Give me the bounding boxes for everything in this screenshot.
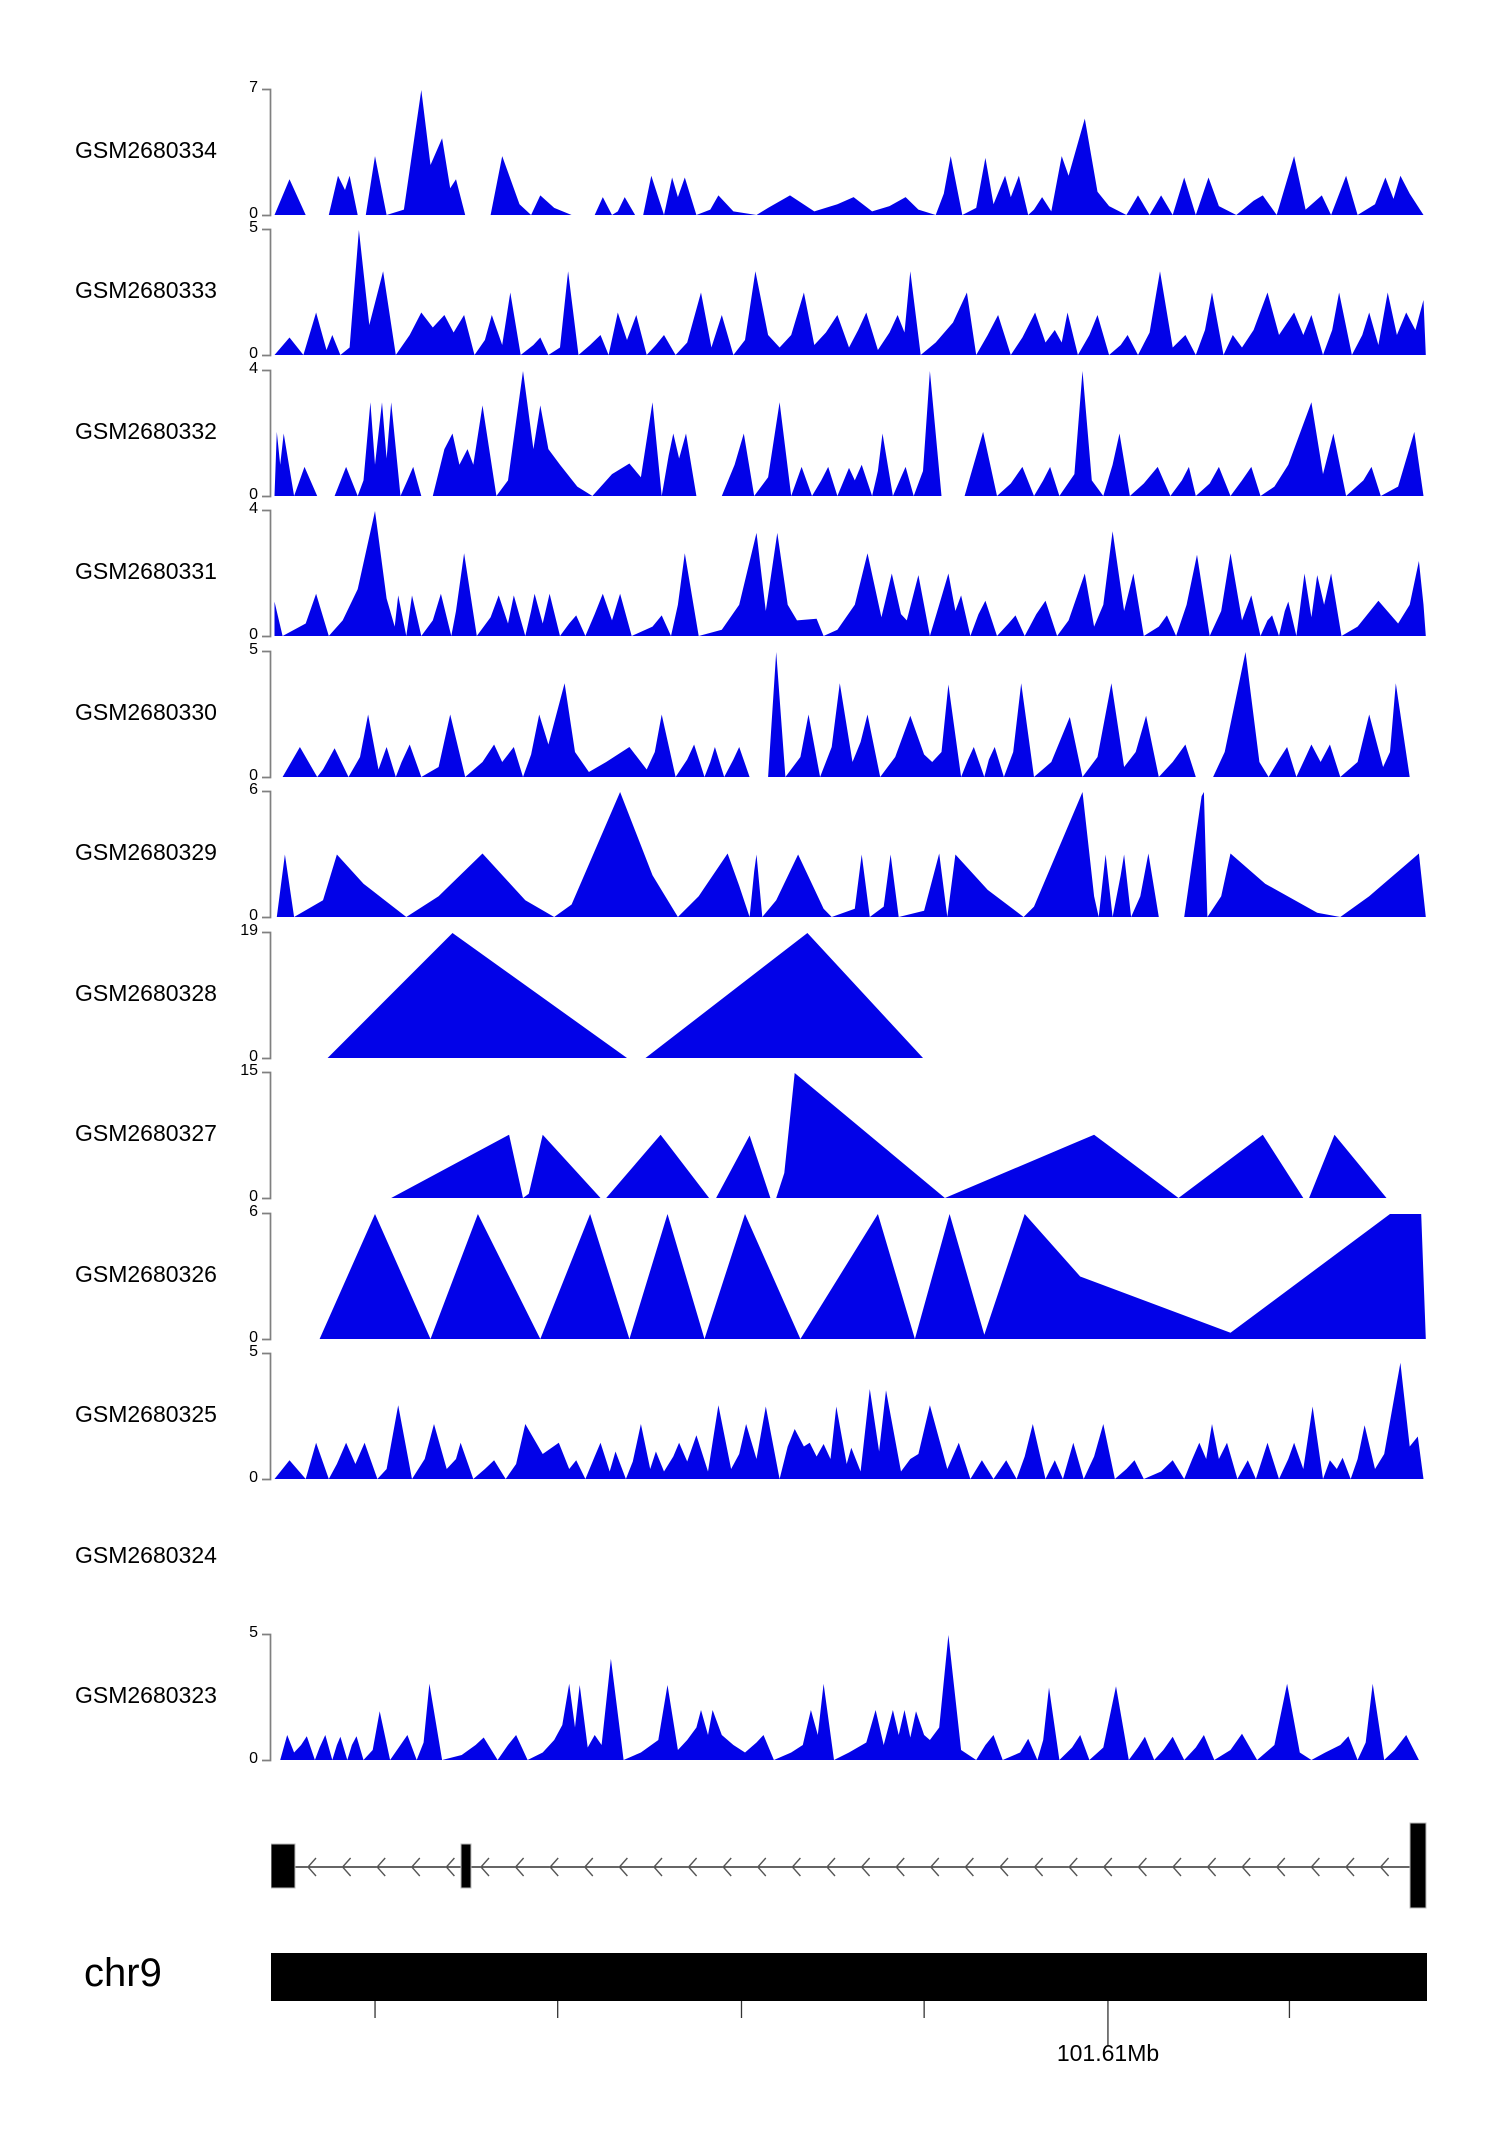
y-axis-zero-label: 0 [249, 1469, 258, 1486]
strand-arrow-icon [860, 1857, 871, 1877]
strand-arrow-icon [756, 1857, 767, 1877]
y-axis-bracket [262, 1212, 272, 1341]
strand-arrow-icon [514, 1857, 525, 1877]
y-axis-bracket [262, 509, 272, 638]
y-axis-zero-label: 0 [249, 205, 258, 222]
strand-arrow-icon [1206, 1857, 1217, 1877]
strand-arrow-icon [583, 1857, 594, 1877]
strand-arrow-icon [791, 1857, 801, 1877]
strand-arrow-icon [722, 1857, 732, 1877]
y-axis-zero-label: 0 [249, 1329, 258, 1346]
track-label-GSM2680333: GSM2680333 [75, 277, 217, 303]
exon-box [1409, 1822, 1427, 1909]
y-axis-max-label: 4 [249, 500, 258, 517]
y-axis-bracket [262, 931, 272, 1060]
genome-axis-label: 101.61Mb [1056, 2040, 1160, 2066]
chromosome-label: chr9 [84, 1951, 162, 1995]
y-axis-max-label: 5 [249, 219, 258, 236]
chromosome-bar [271, 1953, 1427, 2001]
coverage-area-GSM2680331 [274, 511, 1426, 636]
track-label-GSM2680328: GSM2680328 [75, 980, 217, 1006]
track-label-GSM2680330: GSM2680330 [75, 699, 217, 725]
coverage-area-GSM2680329 [276, 792, 1426, 917]
coverage-area-GSM2680333 [274, 230, 1426, 355]
y-axis-bracket [262, 790, 272, 919]
genome-axis-ticks [374, 2001, 1291, 2045]
y-axis-max-label: 5 [249, 641, 258, 658]
track-label-GSM2680324: GSM2680324 [75, 1542, 217, 1568]
strand-arrow-icon [929, 1857, 940, 1877]
strand-arrow-icon [549, 1857, 559, 1877]
strand-arrow-icon [376, 1857, 386, 1877]
strand-arrow-icon [618, 1857, 628, 1877]
strand-arrow-icon [1033, 1857, 1044, 1877]
coverage-area-GSM2680326 [319, 1214, 1426, 1339]
exon-box [271, 1843, 296, 1889]
strand-arrow-icon [1102, 1857, 1113, 1877]
strand-arrow-icon [480, 1857, 490, 1877]
y-axis-zero-label: 0 [249, 1750, 258, 1767]
y-axis-bracket [262, 369, 272, 498]
strand-arrow-icon [410, 1857, 421, 1877]
y-axis-max-label: 6 [249, 781, 258, 798]
coverage-area-GSM2680323 [280, 1635, 1419, 1760]
track-label-GSM2680331: GSM2680331 [75, 558, 217, 584]
strand-arrow-icon [1379, 1857, 1390, 1877]
y-axis-zero-label: 0 [249, 345, 258, 362]
strand-arrow-icon [1172, 1857, 1182, 1877]
coverage-area-GSM2680325 [274, 1362, 1424, 1479]
track-label-GSM2680327: GSM2680327 [75, 1120, 217, 1146]
strand-arrow-icon [687, 1857, 698, 1877]
strand-arrow-icon [1275, 1857, 1286, 1877]
y-axis-bracket [262, 228, 272, 357]
strand-arrow-icon [1068, 1857, 1078, 1877]
y-axis-zero-label: 0 [249, 1188, 258, 1205]
strand-arrow-icon [1241, 1857, 1251, 1877]
gene-model [271, 1822, 1427, 1909]
y-axis-max-label: 7 [249, 79, 258, 96]
strand-arrow-icon [999, 1857, 1009, 1877]
track-label-GSM2680334: GSM2680334 [75, 137, 217, 163]
strand-arrow-icon [1310, 1857, 1320, 1877]
coverage-area-GSM2680330 [282, 652, 1424, 777]
strand-arrow-icon [1345, 1857, 1355, 1877]
coverage-area-GSM2680332 [274, 371, 1424, 496]
track-label-GSM2680323: GSM2680323 [75, 1682, 217, 1708]
y-axis-zero-label: 0 [249, 486, 258, 503]
y-axis-max-label: 19 [240, 922, 258, 939]
strand-arrow-icon [445, 1857, 455, 1877]
exon-box [460, 1843, 472, 1889]
y-axis-max-label: 4 [249, 360, 258, 377]
strand-arrow-icon [341, 1857, 352, 1877]
coverage-area-GSM2680327 [391, 1073, 1387, 1198]
y-axis-zero-label: 0 [249, 1048, 258, 1065]
track-label-GSM2680326: GSM2680326 [75, 1261, 217, 1287]
coverage-area-GSM2680328 [327, 933, 924, 1058]
y-axis-max-label: 15 [240, 1062, 258, 1079]
y-axis-max-label: 6 [249, 1203, 258, 1220]
strand-arrow-icon [307, 1857, 317, 1877]
y-axis-max-label: 5 [249, 1624, 258, 1641]
track-label-GSM2680329: GSM2680329 [75, 839, 217, 865]
y-axis-bracket [262, 1352, 272, 1481]
strand-arrow-icon [1137, 1857, 1147, 1877]
strand-arrow-icon [895, 1857, 905, 1877]
strand-arrow-icon [653, 1857, 663, 1877]
y-axis-max-label: 5 [249, 1343, 258, 1360]
track-label-GSM2680325: GSM2680325 [75, 1401, 217, 1427]
coverage-area-GSM2680334 [274, 90, 1424, 215]
y-axis-bracket [262, 650, 272, 779]
y-axis-bracket [262, 1633, 272, 1762]
track-label-GSM2680332: GSM2680332 [75, 418, 217, 444]
y-axis-zero-label: 0 [249, 626, 258, 643]
strand-arrow-icon [826, 1857, 836, 1877]
strand-arrow-icon [964, 1857, 974, 1877]
y-axis-bracket [262, 1071, 272, 1200]
y-axis-zero-label: 0 [249, 767, 258, 784]
y-axis-zero-label: 0 [249, 907, 258, 924]
y-axis-bracket [262, 88, 272, 217]
